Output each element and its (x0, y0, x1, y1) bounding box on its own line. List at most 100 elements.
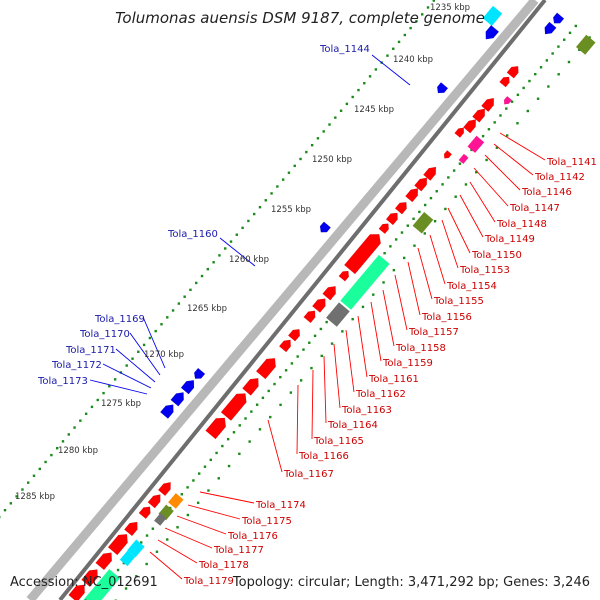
gene-label[interactable]: Tola_1154 (446, 281, 497, 292)
gene-label[interactable]: Tola_1165 (313, 436, 364, 447)
gc-dot (392, 47, 395, 50)
tick-label: 1250 kbp (312, 155, 352, 165)
tick-label: 1235 kbp (430, 3, 470, 13)
gene-feature (499, 76, 510, 88)
gene-feature (242, 377, 259, 396)
gene-label[interactable]: Tola_1167 (283, 469, 334, 480)
gc-dot (267, 389, 270, 393)
gene-label[interactable]: Tola_1155 (433, 296, 484, 307)
leader-line (371, 54, 411, 86)
gc-dot (310, 143, 314, 147)
gc-dot (135, 575, 138, 578)
leader-line (102, 363, 152, 389)
gc-dot (264, 199, 267, 202)
gc-dot (258, 428, 262, 431)
gene-label[interactable]: Tola_1169 (94, 314, 145, 325)
leader-line (394, 274, 408, 331)
gene-label[interactable]: Tola_1179 (183, 576, 234, 587)
tick-label: 1270 kbp (144, 350, 184, 360)
gc-dot (400, 231, 404, 234)
gc-dot (495, 146, 499, 149)
gc-dot (406, 224, 409, 227)
gc-dot (209, 458, 212, 462)
gene-label[interactable]: Tola_1172 (51, 360, 102, 371)
gc-dot (363, 82, 366, 85)
gene-feature (436, 82, 449, 94)
gene-label[interactable]: Tola_1147 (509, 203, 560, 214)
gc-dot (224, 247, 227, 250)
leader-line (296, 384, 299, 455)
accession-text: Accession: NC_012691 (10, 575, 158, 590)
gene-label[interactable]: Tola_1142 (534, 172, 585, 183)
gc-dot (258, 205, 262, 209)
gc-dot (415, 20, 418, 23)
gene-feature (123, 521, 138, 537)
gene-label[interactable]: Tola_1171 (65, 345, 116, 356)
gc-dot (568, 31, 572, 35)
gc-dot (61, 440, 65, 443)
gene-label[interactable]: Tola_1163 (341, 405, 392, 416)
gc-dot (122, 561, 126, 565)
gc-dot (176, 526, 179, 529)
gene-feature (157, 481, 171, 497)
gc-dot (290, 362, 294, 365)
genome-backbone (26, 0, 547, 600)
gene-label[interactable]: Tola_1170 (79, 329, 130, 340)
gene-label[interactable]: Tola_1157 (408, 327, 459, 338)
leader-line (499, 132, 546, 161)
gc-dot (539, 66, 543, 69)
gc-dot (166, 538, 169, 541)
gene-label[interactable]: Tola_1176 (227, 531, 278, 542)
gc-dot (493, 121, 496, 124)
leader-line (370, 301, 382, 362)
gene-label[interactable]: Tola_1161 (368, 374, 419, 385)
gc-dot (21, 488, 24, 491)
gene-label[interactable]: Tola_1177 (213, 545, 264, 556)
gc-dot (151, 527, 155, 530)
gc-dot (79, 419, 82, 422)
gene-label[interactable]: Tola_1173 (37, 376, 88, 387)
gene-feature (340, 254, 390, 310)
gene-label[interactable]: Tola_1166 (298, 451, 349, 462)
gene-feature (458, 153, 469, 164)
gc-dot (227, 464, 231, 468)
gene-label[interactable]: Tola_1174 (255, 500, 306, 511)
leader-line (417, 247, 433, 300)
gene-label[interactable]: Tola_1162 (355, 389, 406, 400)
gene-label[interactable]: Tola_1156 (421, 312, 472, 323)
gene-label[interactable]: Tola_1160 (167, 229, 218, 240)
gene-label[interactable]: Tola_1149 (484, 234, 535, 245)
gene-label[interactable]: Tola_1178 (198, 560, 249, 571)
gene-label[interactable]: Tola_1146 (521, 187, 572, 198)
gene-label[interactable]: Tola_1144 (319, 44, 370, 55)
gc-dot (551, 52, 554, 55)
gene-label[interactable]: Tola_1158 (395, 343, 446, 354)
gc-dot (212, 261, 215, 264)
gc-dot (145, 562, 148, 566)
gc-dot (142, 343, 146, 347)
gene-label[interactable]: Tola_1150 (471, 250, 522, 261)
gene-feature (138, 506, 151, 520)
leader-line (323, 355, 327, 424)
gene-label[interactable]: Tola_1153 (459, 265, 510, 276)
gc-dot (441, 183, 444, 186)
gene-label[interactable]: Tola_1159 (382, 358, 433, 369)
gc-dot (516, 122, 519, 125)
leader-line (187, 504, 241, 520)
gc-dot (444, 207, 447, 211)
gc-dot (217, 477, 220, 480)
gc-dot (412, 217, 415, 220)
gene-label[interactable]: Tola_1148 (496, 219, 547, 230)
gene-label[interactable]: Tola_1164 (327, 420, 378, 431)
gc-dot (293, 164, 296, 168)
gene-feature (127, 539, 145, 558)
leader-line (447, 207, 471, 254)
gc-dot (148, 336, 152, 340)
gene-label[interactable]: Tola_1141 (546, 157, 597, 168)
gc-dot (403, 33, 407, 37)
gene-label[interactable]: Tola_1175 (241, 516, 292, 527)
gc-dot (279, 403, 282, 407)
gc-dot (232, 431, 236, 434)
gc-dot (322, 130, 325, 133)
gc-dot (334, 116, 337, 119)
